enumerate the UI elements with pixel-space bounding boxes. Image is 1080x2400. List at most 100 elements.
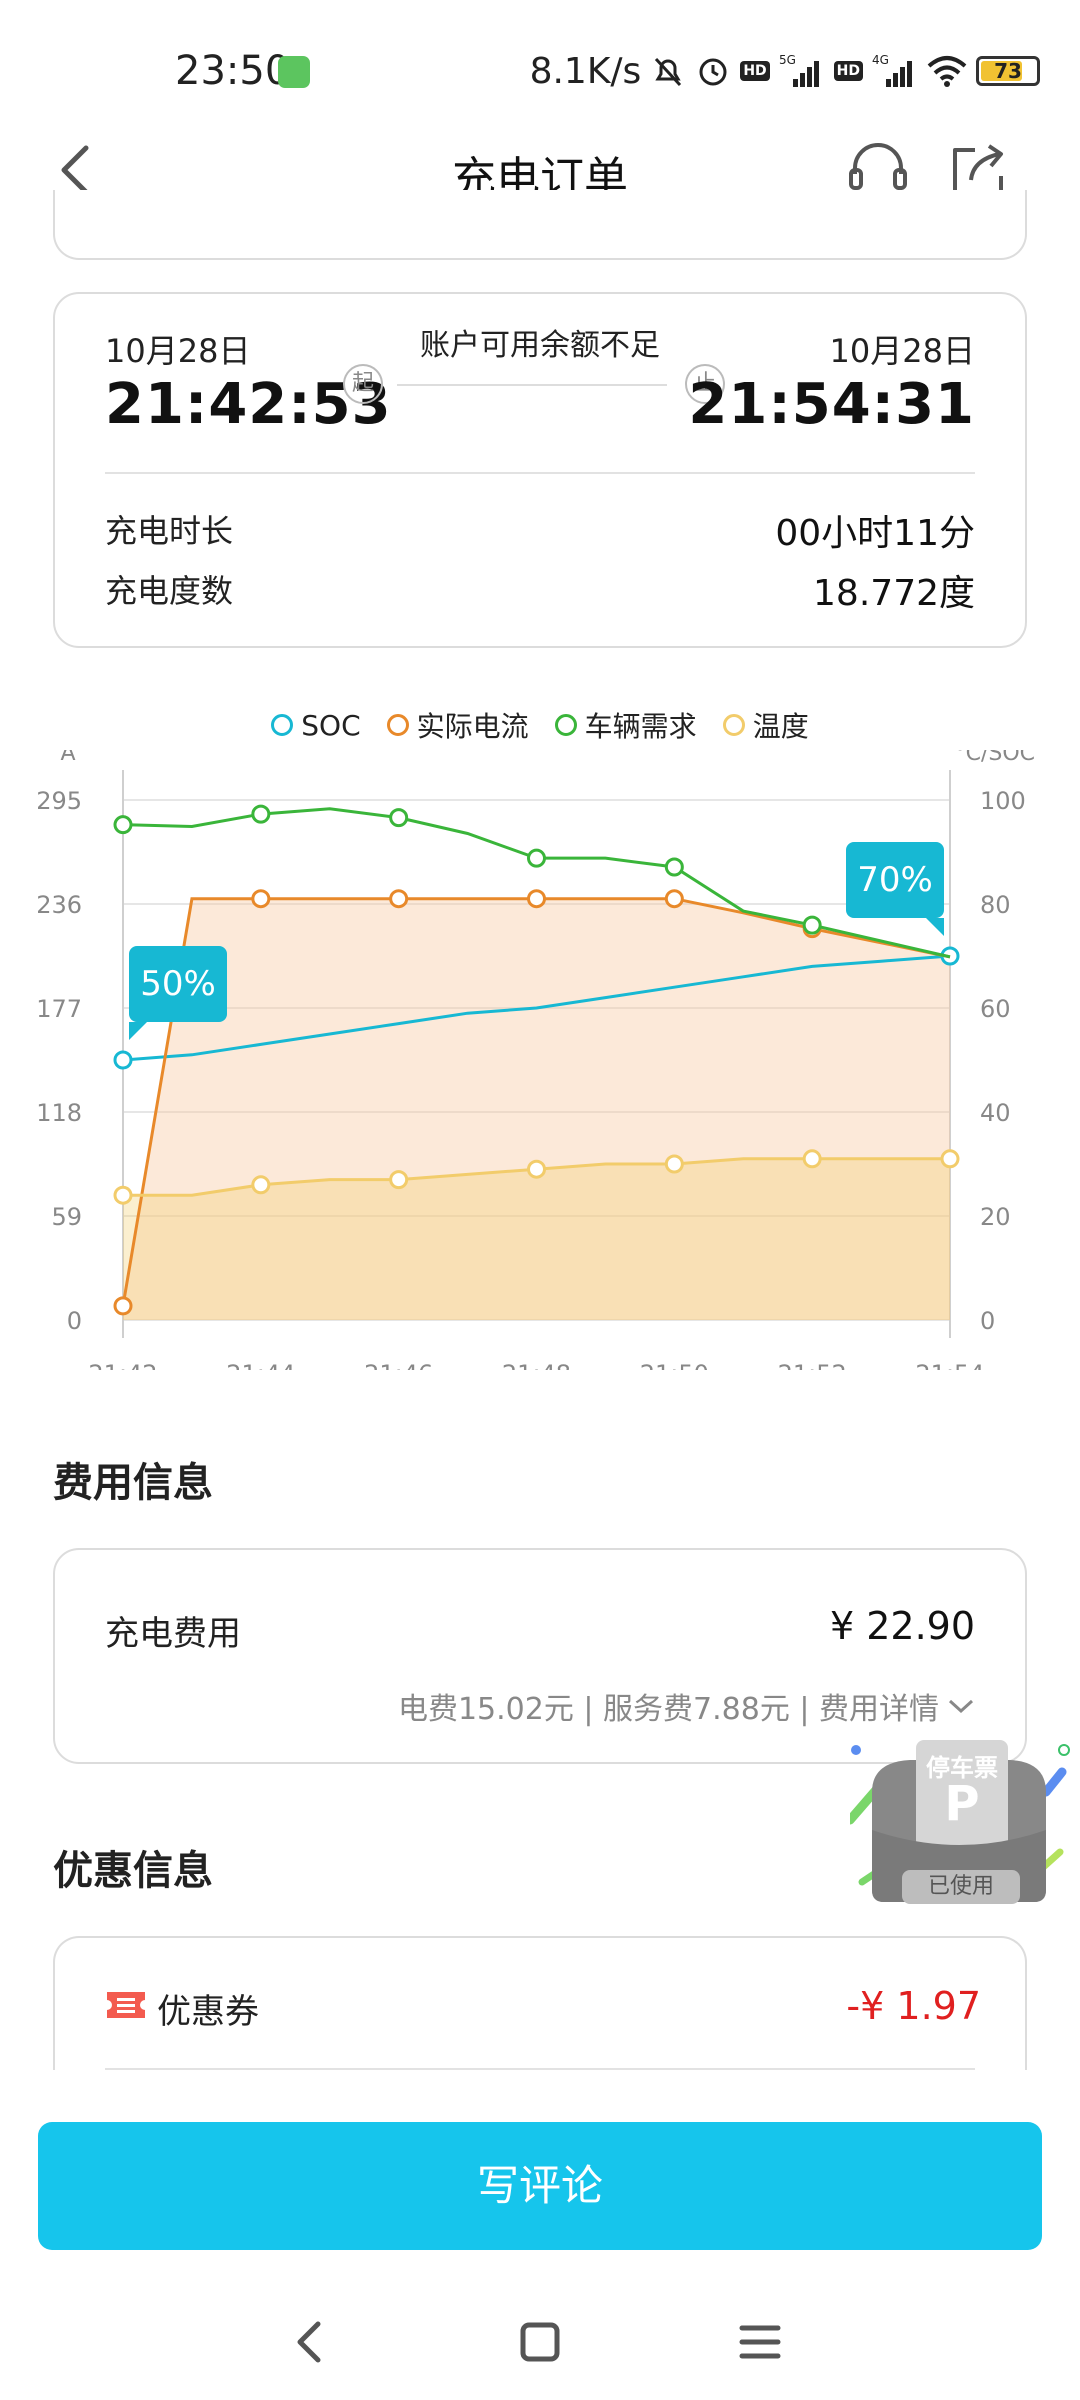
- hd-icon: HD: [740, 61, 770, 81]
- mute-icon: [655, 57, 682, 87]
- series-2-point-2: [389, 808, 409, 828]
- divider: [105, 2068, 975, 2070]
- app-notification-icon: [278, 56, 310, 88]
- system-nav-bar: [0, 2290, 1080, 2400]
- soc-callout-box-1: [846, 842, 944, 918]
- wifi-icon: [927, 56, 967, 87]
- current-area: [123, 898, 950, 1320]
- charge-fee-label: 充电费用: [105, 1614, 241, 1654]
- previous-card-remnant: [53, 190, 1027, 260]
- end-date: 10月28日: [829, 332, 975, 370]
- series-2-point-5: [802, 915, 822, 935]
- hd-icon-2: HD: [833, 61, 863, 81]
- y-right-tick-2: 40: [980, 1099, 1011, 1127]
- series-1-point-4: [664, 889, 684, 909]
- y-left-tick-2: 118: [36, 1099, 82, 1127]
- duration-value: 00小时11分: [775, 513, 975, 554]
- series-3-point-0: [113, 1185, 133, 1205]
- stop-reason: 账户可用余额不足: [420, 328, 660, 363]
- series-2-point-3: [527, 848, 546, 868]
- y-right-axis-label: °C/SOC: [955, 750, 1035, 766]
- network-speed: 8.1K/s: [529, 50, 642, 92]
- series-1-point-2: [389, 889, 409, 909]
- series-2-point-1: [251, 804, 271, 824]
- energy-label: 充电度数: [105, 572, 234, 610]
- duration-label: 充电时长: [105, 512, 234, 550]
- svg-text:4G: 4G: [872, 53, 889, 67]
- series-3-point-4: [664, 1154, 684, 1174]
- nav-home-icon[interactable]: [510, 2312, 570, 2372]
- coupon-label: 优惠券: [157, 1992, 259, 2032]
- legend-item-3[interactable]: 温度: [722, 700, 809, 750]
- x-tick-0: 21:42: [88, 1360, 157, 1370]
- x-tick-3: 21:48: [502, 1360, 571, 1370]
- legend-label-1: 实际电流: [416, 710, 529, 743]
- svg-text:5G: 5G: [779, 53, 796, 67]
- series-1-point-1: [251, 889, 271, 909]
- y-left-tick-1: 59: [51, 1203, 82, 1231]
- y-left-tick-5: 295: [36, 787, 82, 815]
- signal-5g-icon: 5G: [779, 53, 819, 87]
- legend-marker-0: [271, 714, 294, 736]
- chevron-down-icon: [948, 1699, 974, 1714]
- x-tick-6: 21:54: [915, 1360, 984, 1370]
- legend-marker-1: [386, 714, 409, 736]
- series-1-point-3: [527, 889, 546, 909]
- end-marker: 止: [685, 364, 725, 404]
- legend-item-1[interactable]: 实际电流: [386, 700, 529, 750]
- charge-fee-value: ¥ 22.90: [829, 1604, 975, 1648]
- x-tick-5: 21:52: [778, 1360, 847, 1370]
- series-3-point-3: [527, 1159, 546, 1179]
- soc-callout-label-0: 50%: [140, 964, 216, 1004]
- battery-icon: 73: [976, 56, 1040, 86]
- series-2-point-0: [113, 815, 133, 835]
- series-3-point-6: [940, 1149, 960, 1169]
- series-3-point-2: [389, 1170, 409, 1190]
- legend-marker-3: [722, 714, 745, 736]
- y-left-tick-3: 177: [36, 995, 82, 1023]
- series-line-0: [122, 954, 951, 1062]
- soc-callout-label-1: 70%: [857, 860, 933, 900]
- fee-detail-link[interactable]: 电费15.02元 | 服务费7.88元 | 费用详情: [398, 1684, 975, 1728]
- parking-ticket-title: 停车票: [926, 1754, 998, 1782]
- nav-back-icon[interactable]: [280, 2312, 340, 2372]
- y-left-tick-0: 0: [67, 1307, 82, 1335]
- start-marker: 起: [343, 364, 383, 404]
- y-right-tick-1: 20: [980, 1203, 1011, 1231]
- legend-label-0: SOC: [301, 708, 361, 742]
- chart-legend: SOC 实际电流 车辆需求 温度: [0, 700, 1080, 750]
- status-time: 23:50: [175, 48, 291, 94]
- legend-item-2[interactable]: 车辆需求: [554, 700, 697, 750]
- series-3-point-1: [251, 1175, 271, 1195]
- temperature-area: [123, 1158, 950, 1320]
- soc-callout-box-0: [129, 946, 227, 1022]
- soc-callout-tip-1: [926, 918, 944, 936]
- session-line: [397, 384, 667, 386]
- series-0-point-0: [113, 1050, 133, 1070]
- y-right-tick-3: 60: [980, 995, 1011, 1023]
- soc-callout-tip-0: [129, 1022, 147, 1040]
- start-date: 10月28日: [105, 332, 251, 370]
- write-review-button[interactable]: 写评论: [38, 2122, 1042, 2250]
- fee-section-title: 费用信息: [53, 1460, 213, 1506]
- chart-plot: 0 59 118 177 236 295 0 20 40 60 80 100 A °C/SOC 21:42 2…: [36, 750, 1035, 1370]
- y-left-tick-4: 236: [36, 891, 82, 919]
- y-left-axis-label: A: [60, 750, 75, 766]
- parking-letter: P: [944, 1776, 980, 1832]
- discount-section-title: 优惠信息: [53, 1848, 213, 1894]
- fee-card: 充电费用 ¥ 22.90 电费15.02元 | 服务费7.88元 | 费用详情: [53, 1548, 1027, 1764]
- end-time: 21:54:31: [688, 372, 975, 437]
- divider: [105, 472, 975, 474]
- legend-item-0[interactable]: SOC: [271, 700, 361, 750]
- parking-ticket-badge[interactable]: 停车票 P 已使用: [845, 1720, 1070, 1930]
- charging-session-card: 10月28日 21:42:53 起 账户可用余额不足 止 10月28日 21:5…: [53, 292, 1027, 648]
- x-tick-4: 21:50: [640, 1360, 709, 1370]
- nav-menu-icon[interactable]: [730, 2312, 790, 2372]
- legend-label-3: 温度: [752, 710, 809, 743]
- y-right-tick-0: 0: [980, 1307, 995, 1335]
- legend-label-2: 车辆需求: [584, 710, 697, 743]
- back-button[interactable]: [48, 140, 108, 200]
- series-3-point-5: [802, 1149, 822, 1169]
- series-1-point-0: [113, 1296, 133, 1316]
- charging-chart: SOC 实际电流 车辆需求 温度 0 59 118 177 236 295 0 20 40 60 80 10…: [0, 700, 1080, 1371]
